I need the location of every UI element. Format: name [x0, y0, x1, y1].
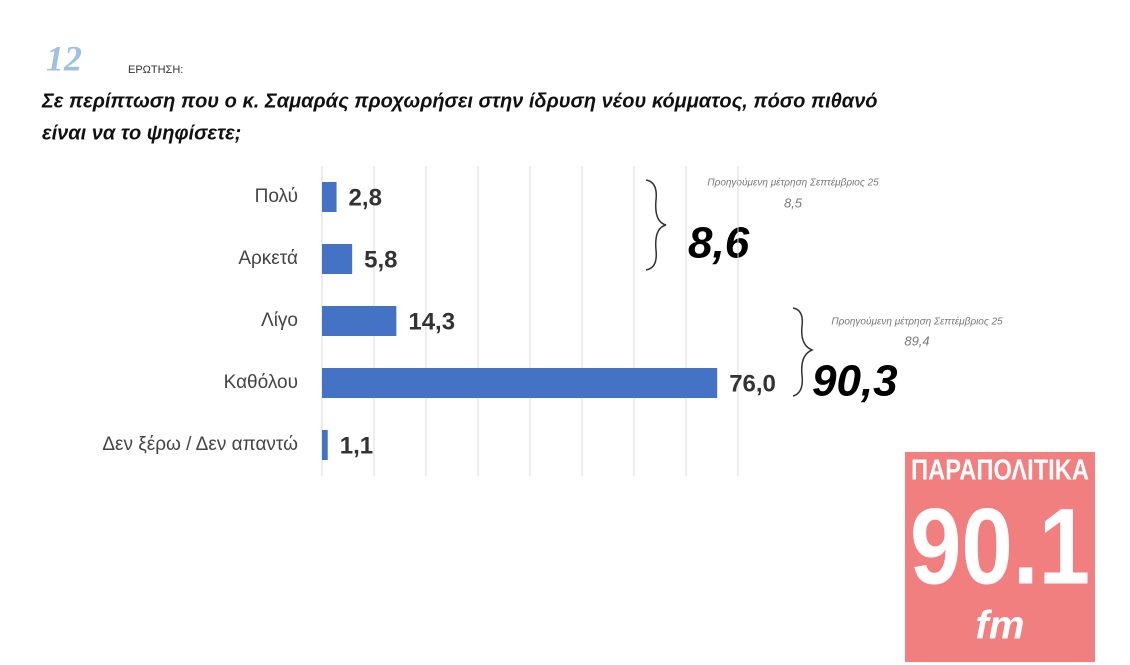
annotation-previous: 89,4 [904, 333, 929, 348]
annotation-total: 90,3 [812, 357, 898, 406]
brace [792, 307, 814, 397]
question-label: ΕΡΩΤΗΣΗ: [128, 64, 183, 76]
value-label: 76,0 [729, 370, 776, 397]
y-tick-label: Λίγο [261, 310, 298, 331]
bar [322, 430, 328, 460]
value-label: 14,3 [408, 308, 455, 335]
annotation-note: Προηγούμενη μέτρηση Σεπτέμβριος 25 [707, 177, 879, 189]
y-tick-label: Καθόλου [224, 372, 298, 393]
y-tick-label: Αρκετά [238, 248, 298, 269]
brace [645, 179, 667, 271]
bar [322, 182, 337, 212]
value-label: 2,8 [349, 184, 382, 211]
question-number: 12 [46, 38, 82, 78]
chart-title: είναι να το ψηφίσετε; [42, 122, 241, 144]
annotation-note: Προηγούμενη μέτρηση Σεπτέμβριος 25 [831, 316, 1003, 328]
logo-frequency: 90.1 [910, 486, 1090, 607]
bar [322, 306, 397, 336]
annotation-total: 8,6 [688, 219, 750, 268]
y-tick-label: Πολύ [255, 186, 298, 207]
value-label: 1,1 [340, 432, 373, 459]
y-tick-label: Δεν ξέρω / Δεν απαντώ [102, 434, 298, 455]
logo-band: fm [976, 604, 1025, 648]
annotation-previous: 8,5 [784, 195, 803, 210]
bar [322, 244, 353, 274]
logo-name: ΠΑΡΑΠΟΛΙΤΙΚΑ [911, 455, 1089, 487]
bar [322, 368, 718, 398]
value-label: 5,8 [364, 246, 397, 273]
logo-background [905, 452, 1095, 662]
chart-title: Σε περίπτωση που ο κ. Σαμαράς προχωρήσει… [41, 90, 878, 112]
